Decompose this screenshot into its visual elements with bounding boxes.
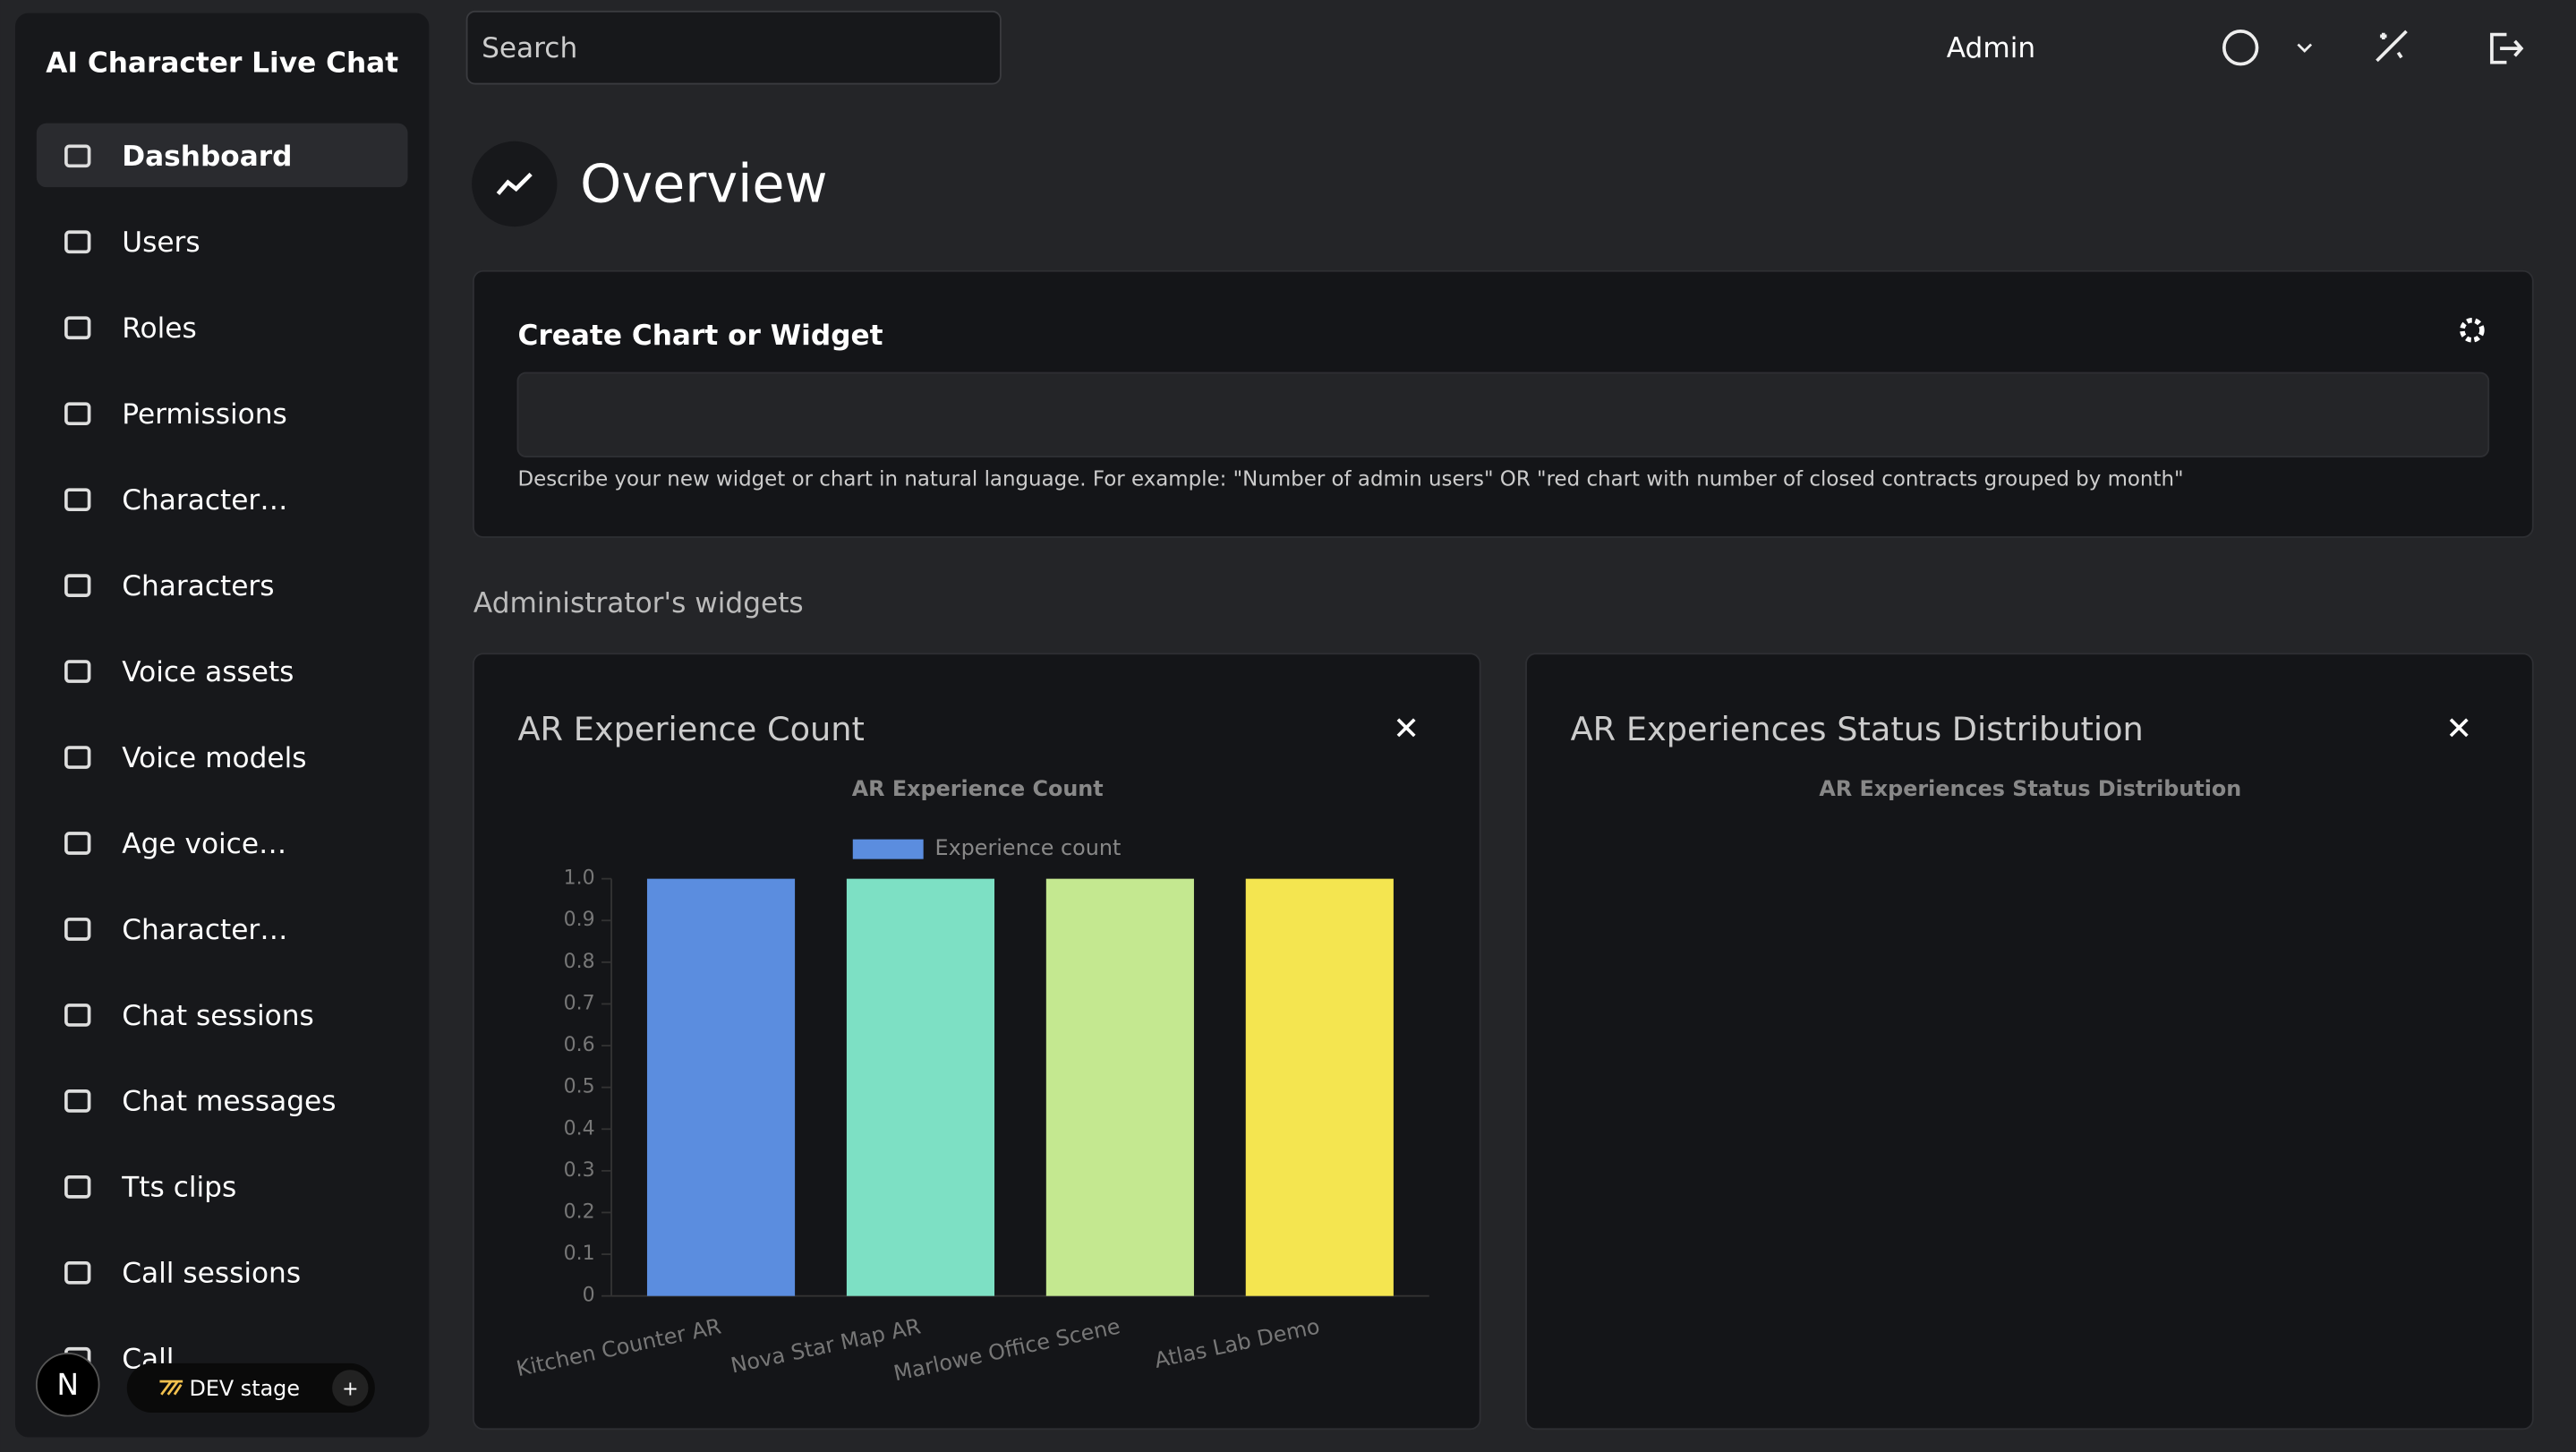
bar xyxy=(1245,878,1394,1296)
nav-icon xyxy=(64,1089,91,1113)
nav-item[interactable]: Age voice… xyxy=(122,828,286,860)
nav-icon xyxy=(64,1260,91,1285)
user-name[interactable]: Admin xyxy=(1947,32,2035,64)
y-tick-label: 0.5 xyxy=(564,1076,595,1098)
dev-icon xyxy=(159,1379,183,1396)
create-input[interactable] xyxy=(516,372,2490,458)
nav-item[interactable]: Chat sessions xyxy=(122,1000,313,1032)
nav-item[interactable]: Permissions xyxy=(122,398,286,431)
nav-icon xyxy=(64,402,91,426)
y-tick-label: 0.9 xyxy=(564,909,595,931)
nav-icon xyxy=(64,832,91,855)
charts: AR Experience Count AR Experience Count 0 0… xyxy=(473,653,2534,1431)
legend-label: Experience count xyxy=(935,835,1122,860)
nav-icon xyxy=(64,144,91,168)
create-hint: Describe your new widget or chart in nat… xyxy=(517,467,2183,491)
logout-icon[interactable] xyxy=(2490,32,2524,64)
theme-icon[interactable] xyxy=(2376,30,2408,63)
nav-icon xyxy=(64,316,91,340)
nav-icon xyxy=(64,918,91,941)
y-tick-label: 0.7 xyxy=(564,992,595,1014)
nav-item[interactable]: Character… xyxy=(122,484,287,517)
y-tick-label: 0.3 xyxy=(564,1159,595,1182)
bar xyxy=(1045,878,1194,1296)
dev-logo[interactable] xyxy=(35,1352,100,1417)
nav-item[interactable]: Users xyxy=(122,226,200,259)
sidebar xyxy=(14,13,430,1438)
nav-item[interactable]: Chat messages xyxy=(122,1086,336,1118)
overview-icon-bg xyxy=(472,141,558,227)
close-icon[interactable] xyxy=(1396,718,1416,738)
nav-item[interactable]: Roles xyxy=(122,312,196,345)
account-icon[interactable] xyxy=(2222,30,2259,66)
y-tick-label: 0.6 xyxy=(564,1034,595,1056)
nav-item[interactable]: Call sessions xyxy=(122,1258,301,1290)
y-tick-label: 0.2 xyxy=(564,1200,595,1223)
nav-item[interactable]: Dashboard xyxy=(122,141,292,173)
y-tick-label: 0.4 xyxy=(564,1117,595,1140)
chart-title: AR Experiences Status Distribution xyxy=(1819,776,2241,801)
nav-icon xyxy=(64,230,91,254)
app-title: AI Character Live Chat xyxy=(46,47,398,80)
widget-title: AR Experiences Status Distribution xyxy=(1571,710,2144,748)
dropdown-icon[interactable] xyxy=(2297,43,2313,53)
legend-swatch xyxy=(852,839,924,859)
nav-icon xyxy=(64,746,91,769)
page-title: Overview xyxy=(580,153,827,214)
nav-icon xyxy=(64,1004,91,1027)
create-title: Create Chart or Widget xyxy=(517,320,883,352)
nav-item[interactable]: Voice assets xyxy=(122,656,294,688)
dev-label: DEV stage xyxy=(189,1376,300,1401)
nav-icon xyxy=(64,488,91,512)
nav-item[interactable]: Characters xyxy=(122,570,274,602)
y-tick-label: 0.8 xyxy=(564,951,595,973)
y-tick-label: 1.0 xyxy=(564,867,595,890)
nav-item[interactable]: Tts clips xyxy=(121,1172,236,1204)
dev-pill[interactable] xyxy=(126,1362,375,1413)
chart-title: AR Experience Count xyxy=(852,776,1104,801)
y-tick-label: 0 xyxy=(583,1285,595,1307)
nav-icon xyxy=(64,1175,91,1199)
dev-button-text: + xyxy=(342,1378,358,1400)
y-tick-label: 0.1 xyxy=(564,1243,595,1265)
search-placeholder: Search xyxy=(482,32,577,64)
widget-card xyxy=(1525,653,2534,1431)
dev-button[interactable] xyxy=(332,1370,369,1406)
nav-item[interactable]: Character… xyxy=(122,914,287,946)
nav-icon xyxy=(64,574,91,597)
widget-title: AR Experience Count xyxy=(517,710,864,748)
overview-icon xyxy=(496,172,533,196)
widgets-heading: Administrator's widgets xyxy=(473,587,804,619)
bar xyxy=(646,878,796,1296)
nav-active xyxy=(36,123,408,188)
nav-item[interactable]: Voice models xyxy=(122,742,306,774)
nav: Dashboard Users Roles Permissions Character…… xyxy=(36,123,408,1376)
close-icon[interactable] xyxy=(2449,718,2469,738)
nav-icon xyxy=(64,660,91,683)
search-box[interactable] xyxy=(465,10,1002,85)
settings-icon[interactable] xyxy=(2460,318,2485,343)
bar xyxy=(846,878,995,1296)
dev-logo-text: N xyxy=(56,1367,79,1402)
